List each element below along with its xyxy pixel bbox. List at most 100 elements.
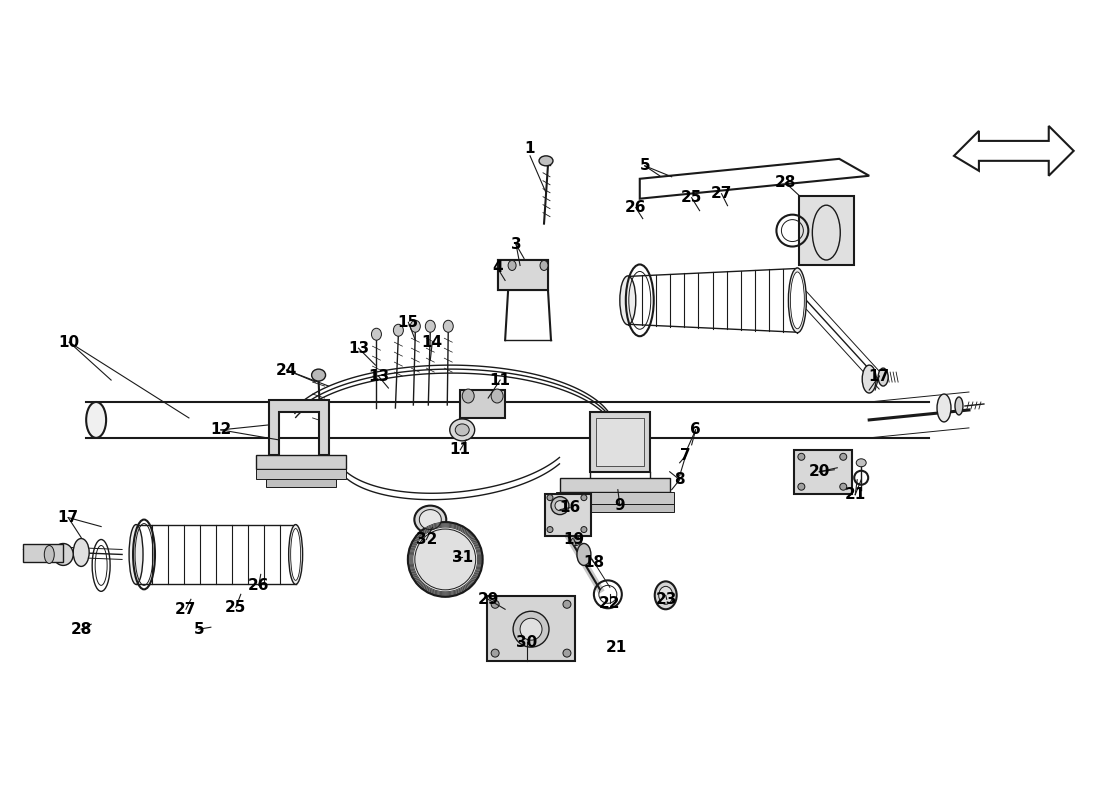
Text: 18: 18 — [583, 555, 605, 570]
Text: 13: 13 — [367, 369, 389, 383]
Ellipse shape — [798, 483, 805, 490]
Ellipse shape — [563, 600, 571, 608]
Text: 27: 27 — [175, 602, 197, 617]
Ellipse shape — [539, 156, 553, 166]
Ellipse shape — [415, 506, 447, 534]
Bar — [487, 596, 575, 661]
Text: 30: 30 — [516, 634, 538, 650]
Ellipse shape — [540, 261, 548, 270]
Ellipse shape — [551, 497, 569, 514]
Text: 12: 12 — [210, 422, 231, 438]
Text: 32: 32 — [416, 532, 437, 547]
Bar — [596, 418, 644, 466]
Ellipse shape — [791, 272, 804, 329]
Text: 11: 11 — [450, 442, 471, 458]
Ellipse shape — [311, 369, 326, 381]
Ellipse shape — [654, 582, 676, 610]
Ellipse shape — [563, 649, 571, 657]
Ellipse shape — [619, 276, 636, 325]
Ellipse shape — [659, 586, 673, 604]
Text: 31: 31 — [452, 550, 473, 565]
Text: 28: 28 — [774, 175, 796, 190]
Ellipse shape — [508, 261, 516, 270]
Text: 28: 28 — [70, 622, 92, 637]
Ellipse shape — [571, 538, 581, 546]
Ellipse shape — [491, 600, 499, 608]
Ellipse shape — [462, 389, 474, 403]
Ellipse shape — [53, 543, 74, 566]
Polygon shape — [268, 400, 329, 455]
Text: 10: 10 — [58, 334, 80, 350]
Ellipse shape — [288, 525, 302, 584]
Ellipse shape — [937, 394, 952, 422]
Ellipse shape — [394, 324, 404, 336]
Ellipse shape — [408, 522, 483, 597]
Text: 3: 3 — [510, 237, 521, 252]
Text: 21: 21 — [606, 640, 627, 654]
Bar — [544, 494, 591, 535]
Text: 6: 6 — [691, 422, 701, 438]
Ellipse shape — [520, 618, 542, 640]
Text: 21: 21 — [845, 487, 866, 502]
Bar — [556, 492, 673, 504]
Bar — [460, 390, 505, 418]
Ellipse shape — [547, 526, 553, 533]
Bar — [800, 196, 855, 266]
Text: 14: 14 — [421, 334, 443, 350]
Text: 25: 25 — [681, 190, 702, 206]
Text: 24: 24 — [276, 362, 297, 378]
Ellipse shape — [129, 525, 143, 584]
Ellipse shape — [547, 494, 553, 501]
Ellipse shape — [955, 397, 962, 415]
Text: 5: 5 — [639, 158, 650, 174]
Ellipse shape — [372, 328, 382, 340]
Bar — [266, 478, 336, 486]
Text: 17: 17 — [57, 510, 79, 525]
Bar — [23, 545, 63, 562]
Text: 29: 29 — [477, 592, 498, 607]
Text: 26: 26 — [248, 578, 270, 593]
Ellipse shape — [74, 538, 89, 566]
Ellipse shape — [86, 402, 106, 438]
Text: 11: 11 — [490, 373, 510, 387]
Ellipse shape — [450, 419, 475, 441]
Polygon shape — [954, 126, 1074, 176]
Text: 22: 22 — [600, 596, 620, 610]
Bar — [590, 412, 650, 472]
Bar — [556, 504, 673, 512]
Bar — [498, 261, 548, 290]
Text: 5: 5 — [194, 622, 205, 637]
Ellipse shape — [581, 526, 587, 533]
Ellipse shape — [410, 320, 420, 332]
Text: 23: 23 — [656, 592, 678, 607]
Text: 8: 8 — [674, 472, 685, 487]
Bar — [498, 261, 548, 290]
Text: 19: 19 — [563, 532, 584, 547]
Text: 17: 17 — [869, 369, 890, 383]
Text: 16: 16 — [559, 500, 581, 515]
Text: 15: 15 — [398, 314, 419, 330]
Ellipse shape — [856, 458, 866, 466]
Bar — [560, 478, 670, 492]
Ellipse shape — [798, 454, 805, 460]
Bar — [255, 469, 345, 478]
Text: 26: 26 — [625, 200, 647, 215]
Ellipse shape — [419, 510, 441, 530]
Ellipse shape — [878, 368, 888, 386]
Ellipse shape — [839, 483, 847, 490]
Text: 9: 9 — [615, 498, 625, 513]
Ellipse shape — [513, 611, 549, 647]
Text: 1: 1 — [525, 142, 536, 156]
Bar — [255, 455, 345, 469]
Ellipse shape — [426, 320, 436, 332]
Text: 27: 27 — [711, 186, 733, 202]
Ellipse shape — [862, 365, 877, 393]
Text: 13: 13 — [348, 341, 369, 356]
Bar — [794, 450, 852, 494]
Text: 7: 7 — [680, 448, 691, 463]
Ellipse shape — [455, 424, 470, 436]
Ellipse shape — [576, 543, 591, 566]
Ellipse shape — [491, 649, 499, 657]
Ellipse shape — [581, 494, 587, 501]
Ellipse shape — [443, 320, 453, 332]
